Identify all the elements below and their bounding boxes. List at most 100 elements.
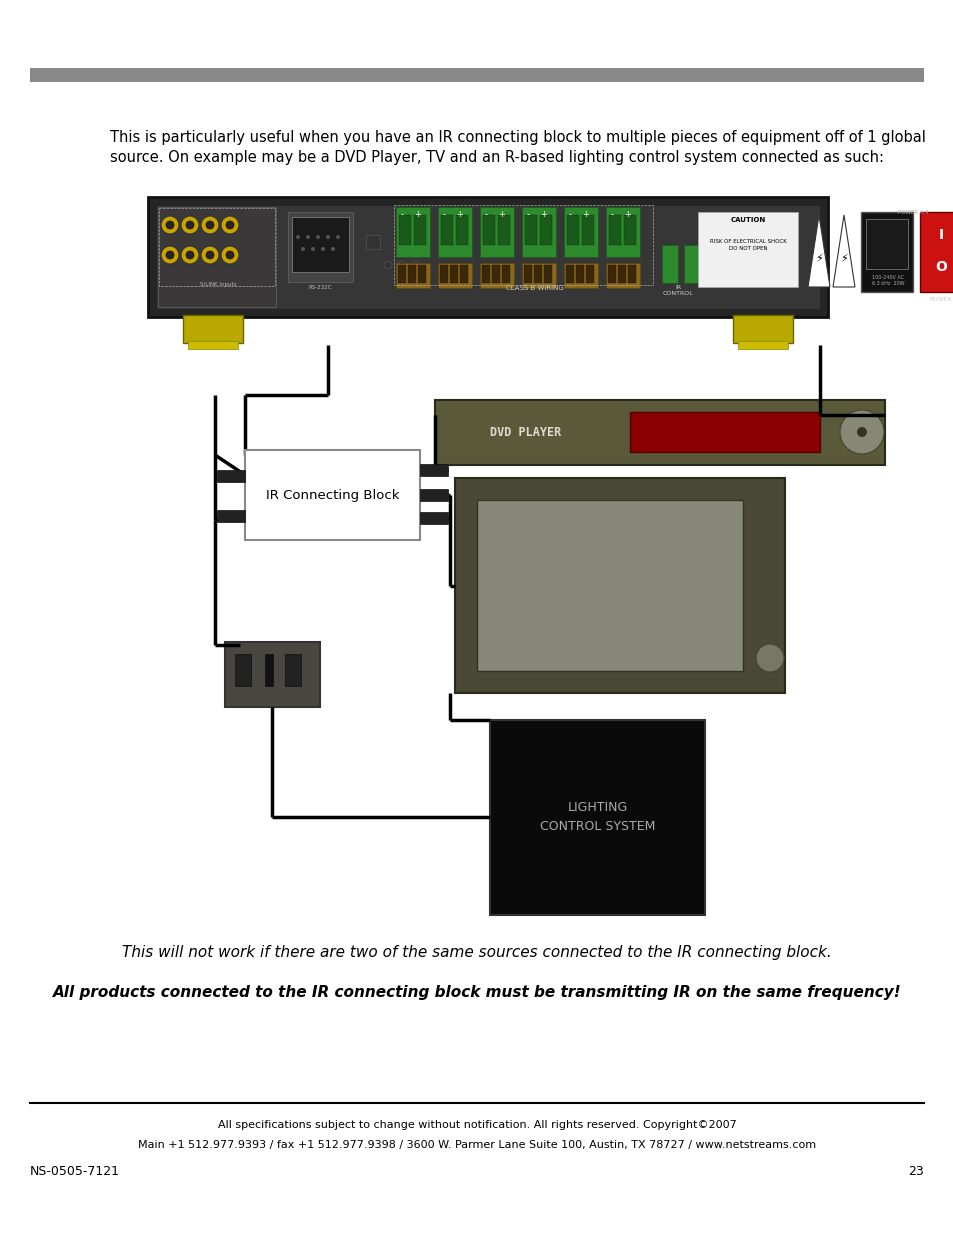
- Text: CLASS B WIRING: CLASS B WIRING: [506, 285, 563, 291]
- Text: I: I: [938, 228, 943, 242]
- Bar: [395, 207, 430, 257]
- Bar: [481, 266, 490, 283]
- Text: RS-232C: RS-232C: [308, 285, 332, 290]
- Bar: [188, 341, 237, 350]
- Bar: [285, 655, 301, 685]
- Bar: [534, 266, 541, 283]
- Text: IR Connecting Block: IR Connecting Block: [266, 489, 399, 501]
- Text: -: -: [610, 210, 613, 219]
- Bar: [148, 198, 827, 317]
- Bar: [919, 212, 953, 291]
- Text: +: +: [540, 210, 547, 219]
- Bar: [159, 207, 274, 287]
- Text: NS-0505-7121: NS-0505-7121: [30, 1165, 120, 1178]
- Circle shape: [331, 247, 335, 251]
- Bar: [482, 215, 495, 245]
- Circle shape: [315, 235, 319, 240]
- Circle shape: [226, 221, 233, 228]
- Bar: [585, 266, 594, 283]
- Bar: [225, 642, 319, 706]
- Bar: [366, 235, 379, 249]
- Text: +: +: [415, 210, 421, 219]
- Circle shape: [201, 246, 219, 264]
- Bar: [216, 510, 245, 522]
- Text: +: +: [498, 210, 505, 219]
- Text: All specifications subject to change without notification. All rights reserved. : All specifications subject to change wit…: [217, 1120, 736, 1130]
- Bar: [183, 315, 243, 343]
- Circle shape: [301, 247, 305, 251]
- Polygon shape: [807, 215, 829, 287]
- Circle shape: [295, 235, 299, 240]
- Bar: [292, 217, 349, 272]
- Circle shape: [311, 247, 314, 251]
- Bar: [419, 464, 448, 475]
- Text: LIGHTING
CONTROL SYSTEM: LIGHTING CONTROL SYSTEM: [539, 802, 655, 834]
- Bar: [523, 266, 532, 283]
- Bar: [30, 68, 923, 82]
- Text: ⚡: ⚡: [840, 254, 847, 264]
- Text: +: +: [456, 210, 463, 219]
- Polygon shape: [832, 215, 854, 287]
- Circle shape: [206, 251, 213, 259]
- Text: 100-240V AC
6.3 kHz  20W: 100-240V AC 6.3 kHz 20W: [871, 275, 903, 285]
- Bar: [414, 215, 426, 245]
- Circle shape: [384, 261, 392, 269]
- Bar: [497, 215, 510, 245]
- Bar: [605, 263, 639, 288]
- Bar: [661, 245, 678, 283]
- Text: POWER A.4: POWER A.4: [897, 210, 927, 215]
- Text: Main +1 512.977.9393 / fax +1 512.977.9398 / 3600 W. Parmer Lane Suite 100, Aust: Main +1 512.977.9393 / fax +1 512.977.93…: [138, 1140, 815, 1150]
- Text: S/LINK Inputs: S/LINK Inputs: [199, 282, 236, 287]
- Bar: [524, 215, 537, 245]
- Text: +: +: [624, 210, 631, 219]
- Bar: [629, 412, 820, 452]
- Text: -: -: [484, 210, 487, 219]
- Bar: [395, 263, 430, 288]
- Bar: [581, 215, 594, 245]
- Bar: [576, 266, 583, 283]
- Bar: [479, 263, 514, 288]
- Bar: [394, 205, 652, 285]
- Circle shape: [201, 216, 219, 233]
- Circle shape: [161, 216, 179, 233]
- Bar: [490, 720, 704, 915]
- Text: RISK OF ELECTRICAL SHOCK
DO NOT OPEN: RISK OF ELECTRICAL SHOCK DO NOT OPEN: [709, 240, 785, 251]
- Bar: [245, 450, 419, 540]
- Bar: [605, 207, 639, 257]
- Text: -: -: [442, 210, 445, 219]
- Bar: [156, 205, 820, 309]
- Bar: [288, 212, 353, 282]
- Circle shape: [840, 410, 883, 454]
- Circle shape: [161, 246, 179, 264]
- Circle shape: [186, 251, 193, 259]
- Text: -: -: [400, 210, 403, 219]
- Circle shape: [166, 251, 173, 259]
- Text: -: -: [526, 210, 529, 219]
- Circle shape: [335, 235, 339, 240]
- Bar: [408, 266, 416, 283]
- Circle shape: [181, 246, 199, 264]
- Bar: [455, 478, 784, 693]
- Bar: [563, 263, 598, 288]
- Bar: [398, 215, 411, 245]
- Bar: [479, 207, 514, 257]
- Text: This will not work if there are two of the same sources connected to the IR conn: This will not work if there are two of t…: [122, 945, 831, 960]
- Bar: [437, 207, 472, 257]
- Bar: [419, 513, 448, 524]
- Text: 23: 23: [907, 1165, 923, 1178]
- Circle shape: [221, 216, 239, 233]
- Bar: [450, 266, 457, 283]
- Text: +: +: [582, 210, 589, 219]
- Circle shape: [326, 235, 330, 240]
- Bar: [738, 341, 787, 350]
- Text: IR
CONTROL: IR CONTROL: [662, 285, 693, 296]
- Circle shape: [186, 221, 193, 228]
- Bar: [861, 212, 912, 291]
- Circle shape: [755, 643, 783, 672]
- Bar: [627, 266, 636, 283]
- Bar: [439, 266, 448, 283]
- Bar: [566, 215, 578, 245]
- Bar: [865, 219, 907, 269]
- Bar: [417, 266, 426, 283]
- Text: ⚡: ⚡: [814, 254, 822, 264]
